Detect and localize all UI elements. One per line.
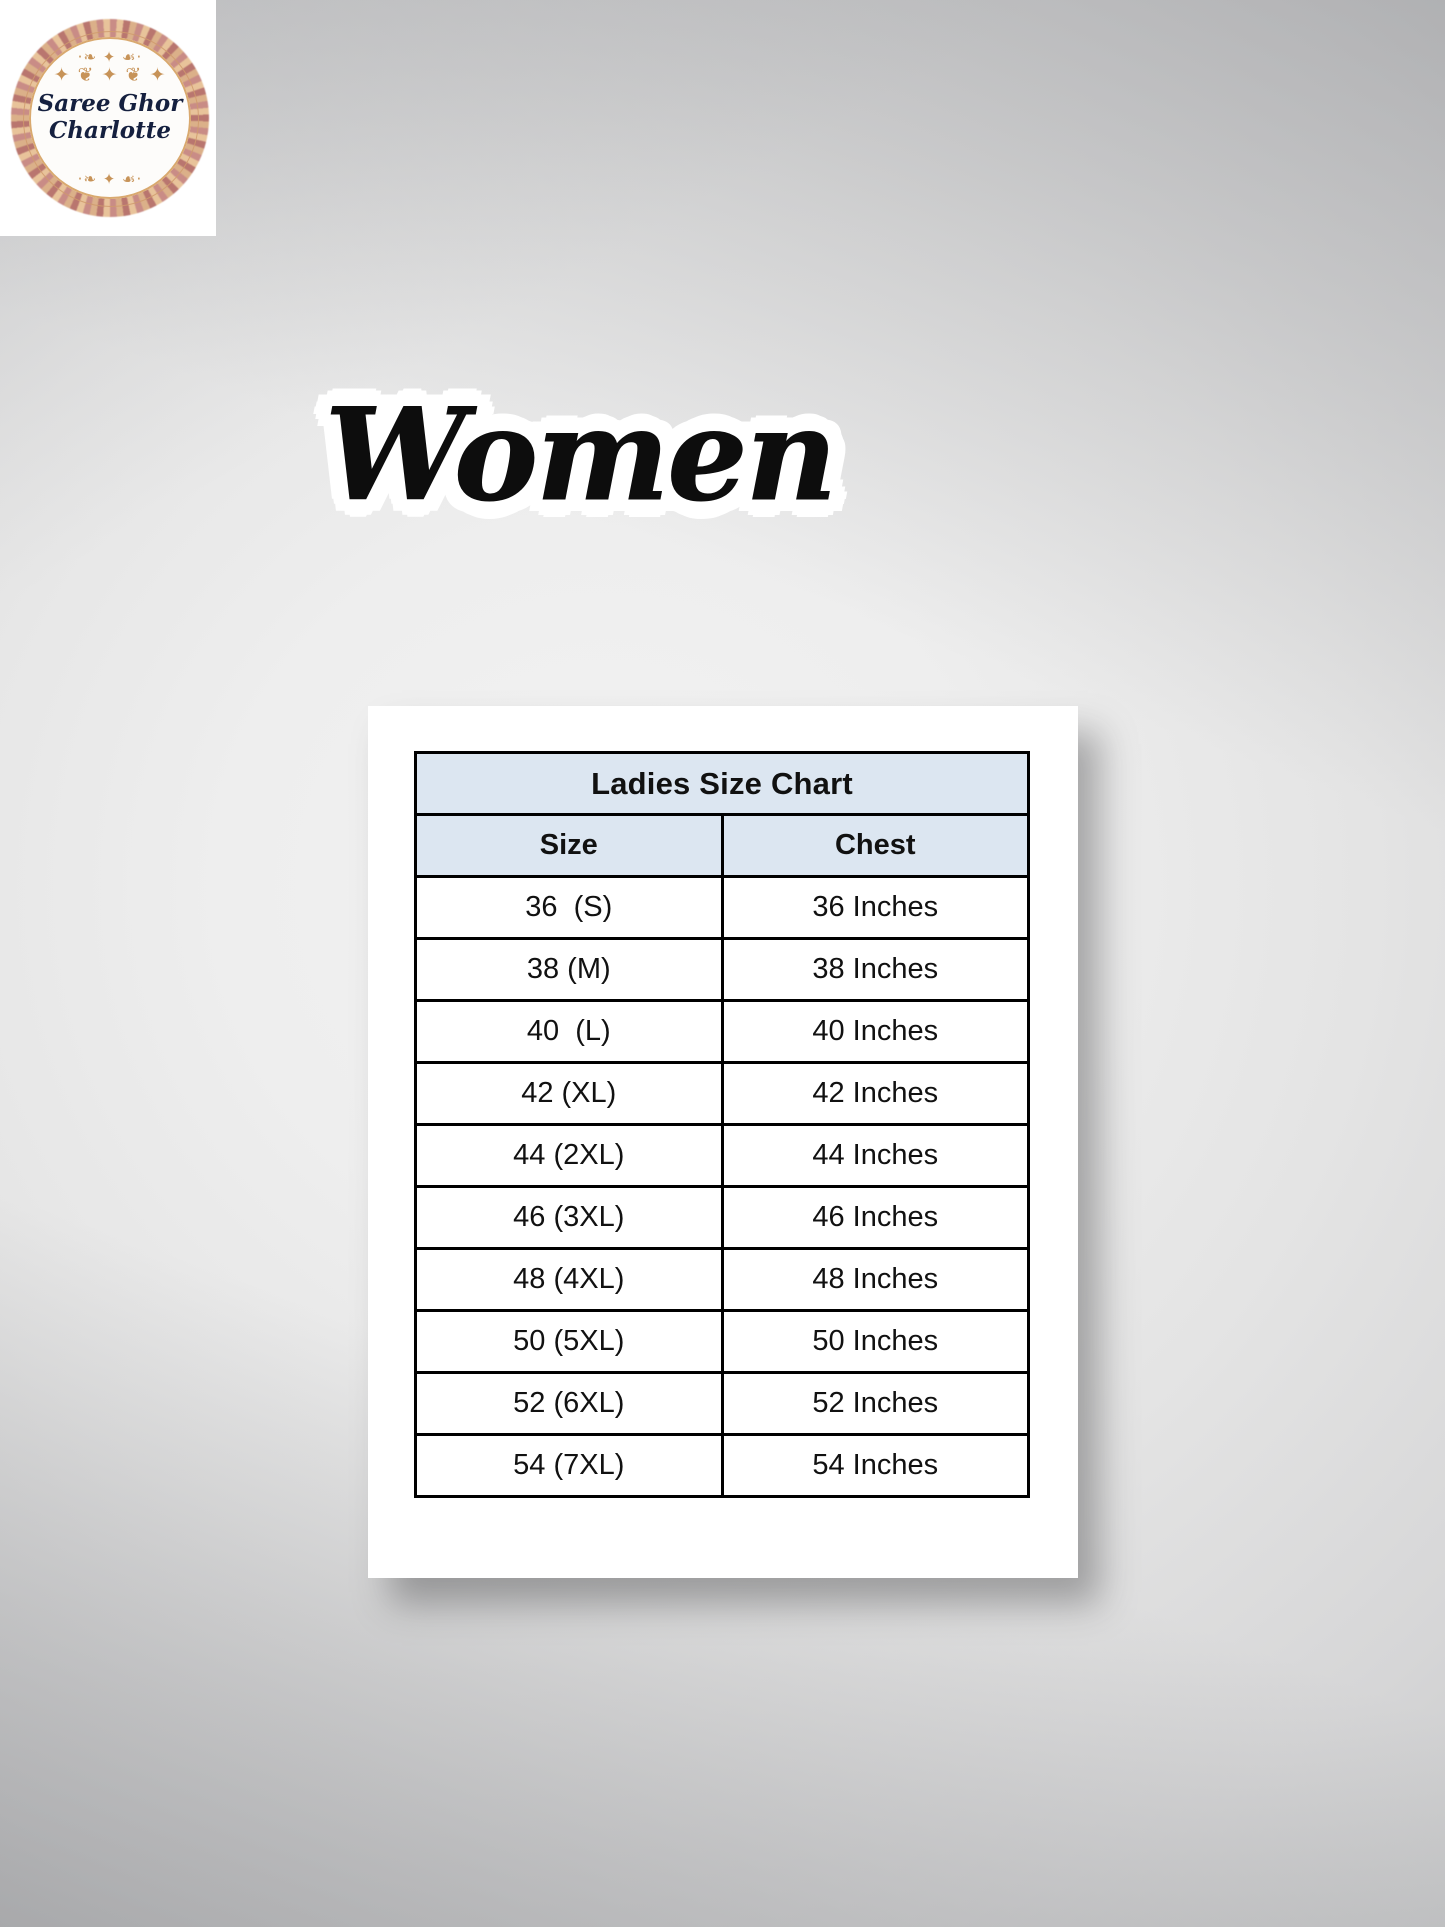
cell-chest: 50 Inches [720, 1309, 1030, 1374]
table-row: 36 (S) 36 Inches [414, 875, 1030, 940]
table-row: 42 (XL) 42 Inches [414, 1061, 1030, 1126]
logo-brand-name: Saree Ghor Charlotte [8, 90, 212, 144]
cell-chest: 52 Inches [720, 1371, 1030, 1436]
cell-size: 48 (4XL) [414, 1247, 724, 1312]
size-chart-card: Ladies Size Chart Size Chest 36 (S) 36 In… [368, 706, 1078, 1578]
brand-logo-tile: ·❧ ✦ ☙· ✦ ❦ ✦ ❦ ✦ ·❧ ✦ ☙· Saree Ghor Cha… [0, 0, 216, 236]
table-row: 48 (4XL) 48 Inches [414, 1247, 1030, 1312]
cell-chest: 54 Inches [720, 1433, 1030, 1498]
cell-chest: 46 Inches [720, 1185, 1030, 1250]
page-title: Women [324, 381, 837, 529]
table-row: 40 (L) 40 Inches [414, 999, 1030, 1064]
table-caption-row: Ladies Size Chart [414, 751, 1030, 816]
cell-size: 40 (L) [414, 999, 724, 1064]
table-row: 54 (7XL) 54 Inches [414, 1433, 1030, 1498]
table-row: 50 (5XL) 50 Inches [414, 1309, 1030, 1374]
column-header-chest: Chest [720, 813, 1030, 878]
logo-brand-name-line1: Saree Ghor [37, 90, 183, 117]
cell-chest: 44 Inches [720, 1123, 1030, 1188]
table-row: 46 (3XL) 46 Inches [414, 1185, 1030, 1250]
logo-inner-ring-icon [23, 31, 199, 207]
column-header-size: Size [414, 813, 724, 878]
table-row: 52 (6XL) 52 Inches [414, 1371, 1030, 1436]
cell-size: 52 (6XL) [414, 1371, 724, 1436]
ladies-size-chart-table: Ladies Size Chart Size Chest 36 (S) 36 In… [414, 751, 1030, 1498]
cell-chest: 36 Inches [720, 875, 1030, 940]
cell-chest: 48 Inches [720, 1247, 1030, 1312]
cell-chest: 42 Inches [720, 1061, 1030, 1126]
cell-size: 50 (5XL) [414, 1309, 724, 1374]
logo-medallion: ·❧ ✦ ☙· ✦ ❦ ✦ ❦ ✦ ·❧ ✦ ☙· Saree Ghor Cha… [8, 12, 212, 224]
table-header-row: Size Chest [414, 813, 1030, 878]
cell-size: 46 (3XL) [414, 1185, 724, 1250]
cell-size: 36 (S) [414, 875, 724, 940]
table-row: 38 (M) 38 Inches [414, 937, 1030, 1002]
cell-size: 54 (7XL) [414, 1433, 724, 1498]
cell-size: 44 (2XL) [414, 1123, 724, 1188]
logo-brand-name-line2: Charlotte [48, 117, 171, 144]
page-title-container: Women [0, 381, 1160, 529]
table-row: 44 (2XL) 44 Inches [414, 1123, 1030, 1188]
cell-size: 42 (XL) [414, 1061, 724, 1126]
table-caption: Ladies Size Chart [414, 751, 1030, 816]
cell-chest: 40 Inches [720, 999, 1030, 1064]
cell-size: 38 (M) [414, 937, 724, 1002]
cell-chest: 38 Inches [720, 937, 1030, 1002]
